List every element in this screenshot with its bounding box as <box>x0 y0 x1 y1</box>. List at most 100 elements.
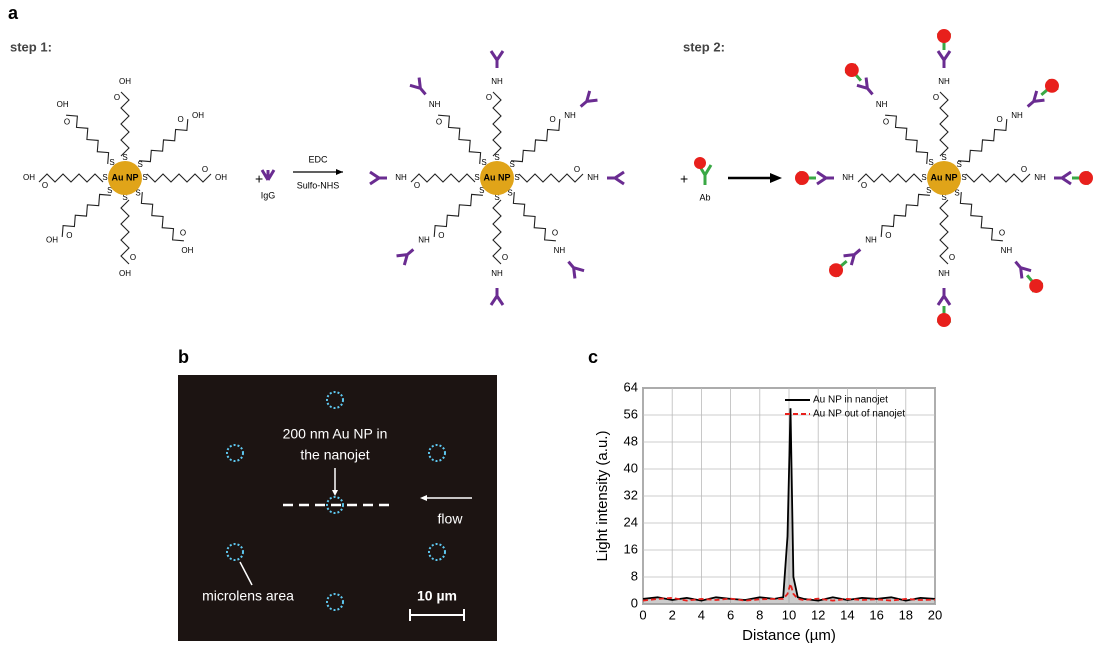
annotation: the nanojet <box>300 447 369 463</box>
plus: + <box>255 171 263 187</box>
reagent: Sulfo-NHS <box>297 180 340 190</box>
x-tick-label: 10 <box>782 607 796 622</box>
ligand <box>147 174 211 182</box>
ligand <box>493 200 501 264</box>
atom-label: O <box>178 115 184 124</box>
step-label: step 2: <box>683 39 725 54</box>
arrow-head <box>336 169 343 175</box>
ligand <box>39 174 103 182</box>
atom-label: NH <box>564 111 576 120</box>
legend-label: Au NP out of nanojet <box>813 409 905 420</box>
ligand <box>966 174 1030 182</box>
atom-label: O <box>414 181 420 190</box>
ligand <box>958 119 1007 162</box>
x-tick-label: 0 <box>639 607 646 622</box>
atom-label: O <box>130 253 136 262</box>
atom-label: OH <box>23 173 35 182</box>
label-dot <box>937 29 951 43</box>
atom-label: NH <box>1011 111 1023 120</box>
label-dot <box>1045 79 1059 93</box>
igg <box>370 172 387 184</box>
atom-label: S <box>941 153 946 162</box>
atom-label: S <box>474 173 479 182</box>
x-axis-label: Distance (µm) <box>742 627 836 644</box>
atom-label: O <box>180 229 186 238</box>
y-tick-label: 64 <box>624 379 638 394</box>
ligand <box>121 200 129 264</box>
y-tick-label: 56 <box>624 406 638 421</box>
atom-label: O <box>999 229 1005 238</box>
reagent: EDC <box>308 154 328 164</box>
igg <box>938 288 950 305</box>
ligand <box>519 174 583 182</box>
atom-label: O <box>861 181 867 190</box>
y-tick-label: 16 <box>624 541 638 556</box>
atom-label: O <box>502 253 508 262</box>
atom-label: S <box>122 153 127 162</box>
atom-label: O <box>550 115 556 124</box>
igg <box>397 245 418 265</box>
ligand <box>66 115 109 164</box>
x-tick-label: 2 <box>669 607 676 622</box>
atom-label: O <box>574 165 580 174</box>
x-tick-label: 20 <box>928 607 942 622</box>
ligand <box>940 200 948 264</box>
ligand <box>511 119 560 162</box>
atom-label: NH <box>395 173 407 182</box>
atom-label: S <box>921 173 926 182</box>
atom-label: O <box>933 93 939 102</box>
y-tick-label: 32 <box>624 487 638 502</box>
annotation: flow <box>438 511 464 527</box>
igg <box>1054 172 1071 184</box>
atom-label: O <box>949 253 955 262</box>
x-tick-label: 14 <box>840 607 854 622</box>
figure: a step 1: step 2: b c + IgG EDC Sulfo-NH… <box>0 0 1102 653</box>
ligand <box>940 92 948 156</box>
ligand <box>493 92 501 156</box>
atom-label: OH <box>57 100 69 109</box>
x-tick-label: 18 <box>899 607 913 622</box>
atom-label: OH <box>181 246 193 255</box>
core-label: Au NP <box>484 172 511 182</box>
atom-label: NH <box>876 100 888 109</box>
reagent: Ab <box>699 192 710 202</box>
plus: + <box>680 171 688 187</box>
atom-label: OH <box>119 77 131 86</box>
annotation: 200 nm Au NP in <box>283 426 388 442</box>
atom-label: S <box>494 153 499 162</box>
atom-label: S <box>102 173 107 182</box>
core-label: Au NP <box>112 172 139 182</box>
ligand <box>139 119 188 162</box>
igg <box>491 51 503 68</box>
atom-label: O <box>552 229 558 238</box>
x-tick-label: 12 <box>811 607 825 622</box>
atom-label: O <box>202 165 208 174</box>
igg <box>410 78 430 99</box>
atom-label: O <box>436 117 442 126</box>
atom-label: S <box>142 173 147 182</box>
core-label: Au NP <box>931 172 958 182</box>
atom-label: O <box>114 93 120 102</box>
atom-label: NH <box>842 173 854 182</box>
atom-label: O <box>883 117 889 126</box>
ligand <box>438 115 481 164</box>
y-tick-label: 40 <box>624 460 638 475</box>
ligand <box>411 174 475 182</box>
label-dot <box>829 263 843 277</box>
atom-label: OH <box>46 235 58 244</box>
ligand <box>960 192 1003 241</box>
atom-label: NH <box>938 77 950 86</box>
atom-label: NH <box>1034 173 1046 182</box>
igg <box>817 172 834 184</box>
atom-label: NH <box>554 246 566 255</box>
atom-label: OH <box>192 111 204 120</box>
atom-label: O <box>1021 165 1027 174</box>
igg <box>577 91 598 111</box>
atom-label: O <box>66 231 72 240</box>
legend-label: Au NP in nanojet <box>813 395 888 406</box>
x-tick-label: 16 <box>869 607 883 622</box>
annotation: microlens area <box>202 588 294 604</box>
label-dot <box>1079 171 1093 185</box>
ab-label-dot <box>694 157 706 169</box>
y-tick-label: 0 <box>631 595 638 610</box>
